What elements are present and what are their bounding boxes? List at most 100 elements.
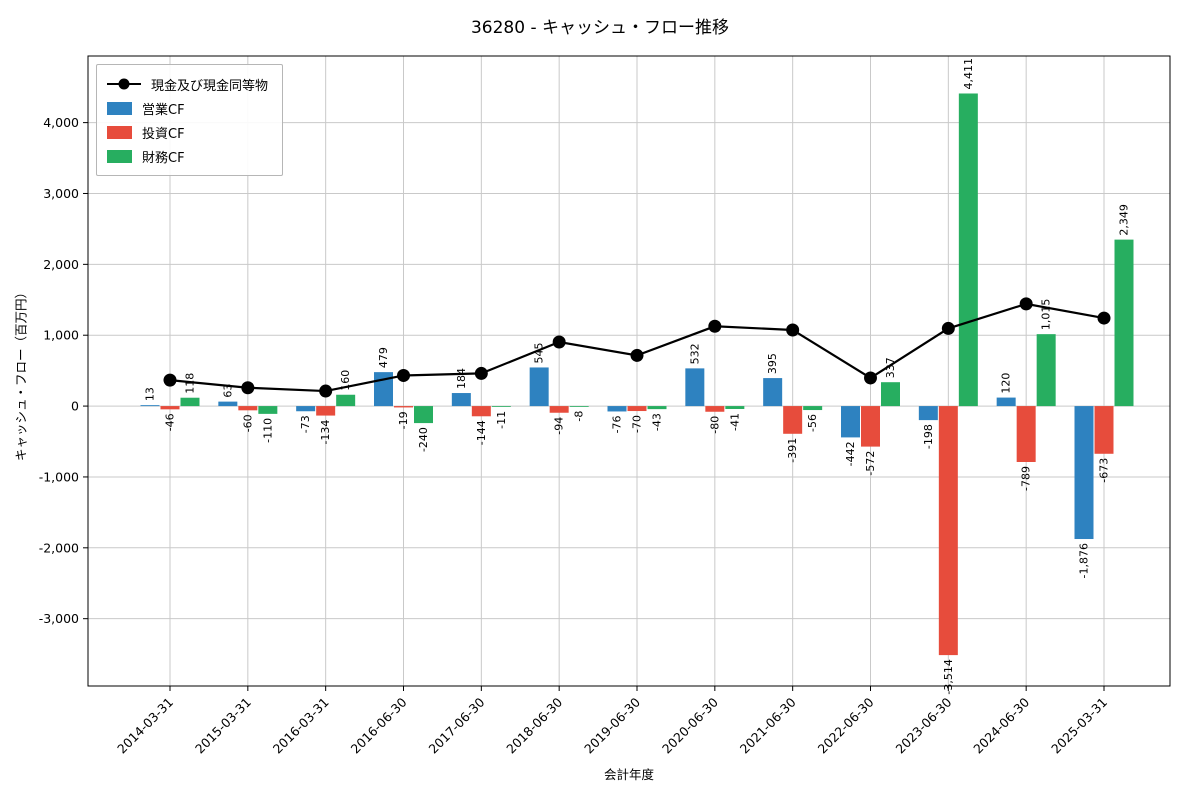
bar-value-label: 13 (144, 387, 157, 401)
x-tick-label: 2014-03-31 (114, 695, 176, 757)
bar-value-label: -198 (922, 424, 935, 449)
bar-value-label: 532 (688, 343, 701, 364)
bar-投資CF (783, 406, 803, 434)
bar-投資CF (861, 406, 880, 447)
line-marker (474, 366, 488, 380)
bar-財務CF (881, 382, 900, 407)
legend-item-operating-cf: 営業CF (107, 96, 268, 120)
bar-value-label: -134 (319, 420, 332, 445)
bar-営業CF (296, 406, 316, 412)
bar-value-label: 4,411 (962, 58, 975, 90)
bar-財務CF (725, 406, 745, 409)
bar-value-label: -572 (864, 451, 877, 476)
x-tick-label: 2024-06-30 (970, 694, 1032, 756)
bar-value-label: -41 (728, 413, 741, 431)
bar-value-label: -43 (651, 413, 664, 431)
x-tick-label: 2016-03-31 (270, 695, 332, 757)
bar-value-label: 2,349 (1118, 204, 1131, 236)
bar-value-label: 395 (766, 353, 779, 374)
bar-value-label: -11 (495, 411, 508, 429)
bar-財務CF (569, 406, 589, 407)
operating-cf-swatch-icon (107, 101, 132, 115)
legend-item-financing-cf: 財務CF (107, 144, 268, 168)
bar-営業CF (685, 368, 705, 407)
line-marker (1097, 311, 1111, 325)
financing-cf-swatch-icon (107, 149, 132, 163)
plot-frame (87, 55, 1171, 687)
line-marker (864, 371, 877, 385)
bar-財務CF (491, 406, 511, 407)
x-tick-label: 2016-06-30 (348, 694, 410, 756)
bar-投資CF (1016, 406, 1036, 462)
y-tick-label: 0 (71, 399, 79, 414)
bar-営業CF (763, 378, 783, 407)
bar-財務CF (180, 397, 200, 407)
bar-財務CF (1114, 239, 1134, 407)
x-axis-title: 会計年度 (603, 767, 654, 782)
legend-label-cash: 現金及び現金同等物 (151, 78, 269, 94)
bar-投資CF (238, 406, 258, 411)
chart-title: 36280 - キャッシュ・フロー推移 (470, 18, 730, 38)
legend-label-operating: 営業CF (142, 102, 185, 118)
bar-営業CF (529, 367, 549, 407)
bar-投資CF (316, 406, 336, 416)
x-tick-label: 2015-03-31 (192, 695, 254, 757)
line-marker (786, 323, 800, 337)
bar-投資CF (549, 406, 569, 413)
bar-営業CF (607, 406, 627, 412)
bar-財務CF (647, 406, 667, 410)
bar-value-label: -240 (417, 427, 430, 452)
bar-投資CF (394, 406, 413, 408)
bar-営業CF (1074, 406, 1094, 540)
bar-value-label: -70 (631, 415, 644, 433)
bar-営業CF (996, 397, 1016, 407)
bar-value-label: 184 (455, 368, 468, 389)
bar-財務CF (803, 406, 823, 411)
bar-投資CF (1094, 406, 1114, 454)
bar-value-label: -46 (164, 413, 177, 431)
bar-value-label: 479 (377, 347, 390, 368)
investing-cf-swatch-icon (107, 125, 132, 139)
y-tick-label: -3,000 (39, 611, 79, 626)
bar-value-label: -442 (844, 441, 857, 466)
legend-item-investing-cf: 投資CF (107, 120, 268, 144)
x-tick-label: 2018-06-30 (503, 694, 565, 756)
bar-財務CF (958, 93, 978, 407)
line-marker (241, 381, 255, 395)
y-tick-label: 1,000 (43, 328, 79, 343)
bar-value-label: 120 (1000, 373, 1013, 394)
x-tick-label: 2020-06-30 (659, 694, 721, 756)
bar-value-label: 118 (184, 373, 197, 394)
bar-財務CF (336, 394, 356, 407)
bar-営業CF (451, 393, 471, 407)
legend-label-financing: 財務CF (142, 150, 185, 166)
bar-value-label: -94 (553, 417, 566, 435)
line-marker (397, 368, 410, 382)
line-marker (630, 348, 644, 362)
bar-財務CF (414, 406, 433, 424)
bar-value-label: -76 (611, 415, 624, 433)
x-tick-label: 2021-06-30 (737, 694, 799, 756)
bar-営業CF (918, 406, 938, 421)
x-tick-label: 2025-03-31 (1048, 695, 1110, 757)
y-tick-label: -2,000 (39, 540, 79, 555)
bar-投資CF (705, 406, 725, 412)
bar-value-label: -8 (573, 411, 586, 422)
legend: 現金及び現金同等物 営業CF 投資CF 財務CF (96, 64, 284, 176)
marker-dot-icon (118, 78, 130, 90)
bar-営業CF (841, 406, 860, 438)
y-tick-label: -1,000 (39, 469, 79, 484)
line-marker (163, 373, 177, 387)
bar-value-label: -1,876 (1078, 543, 1091, 578)
bar-投資CF (627, 406, 647, 412)
bar-投資CF (938, 406, 958, 656)
bar-value-label: -80 (708, 416, 721, 434)
x-tick-label: 2019-06-30 (581, 694, 643, 756)
bar-財務CF (258, 406, 278, 414)
bar-value-label: -144 (475, 420, 488, 445)
legend-label-investing: 投資CF (142, 126, 185, 142)
bar-value-label: 1,015 (1040, 299, 1053, 331)
bar-value-label: -73 (299, 415, 312, 433)
bar-営業CF (140, 405, 160, 407)
